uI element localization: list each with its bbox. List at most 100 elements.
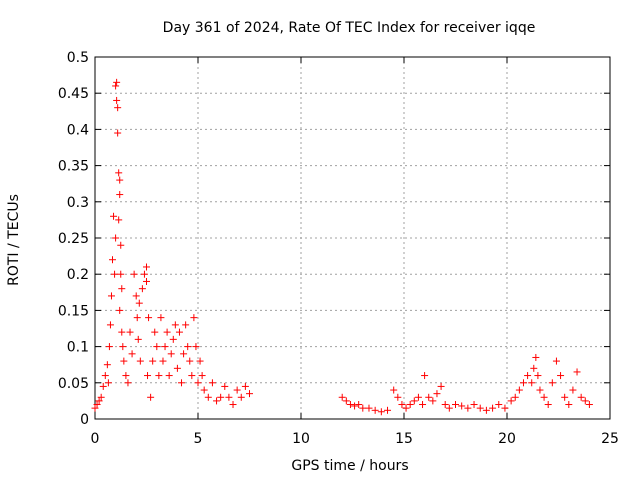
data-point — [441, 401, 449, 409]
data-point — [126, 328, 134, 336]
data-point — [581, 397, 589, 405]
data-point — [180, 350, 188, 358]
x-tick-label: 20 — [498, 431, 516, 447]
data-point — [163, 328, 171, 336]
y-axis: 0 0.05 0.1 0.15 0.2 0.25 0.3 0.35 0.4 0.45 0.5 — [58, 50, 610, 428]
data-point — [135, 299, 143, 307]
data-point — [229, 401, 237, 409]
data-point — [433, 390, 441, 398]
data-point — [118, 285, 126, 293]
y-tick-label: 0.15 — [58, 303, 89, 319]
data-point — [489, 404, 497, 412]
data-point — [217, 393, 225, 401]
data-point — [169, 335, 177, 343]
grid — [95, 57, 610, 419]
data-point — [128, 350, 136, 358]
data-point — [104, 379, 112, 387]
data-point — [476, 404, 484, 412]
data-point — [355, 401, 363, 409]
data-point — [528, 379, 536, 387]
data-point — [99, 382, 107, 390]
data-point — [188, 372, 196, 380]
data-point — [384, 406, 392, 414]
data-point — [246, 390, 253, 398]
data-point — [221, 382, 229, 390]
data-point — [118, 328, 126, 336]
data-point — [113, 78, 121, 86]
data-point — [351, 402, 359, 410]
y-tick-label: 0.25 — [58, 231, 89, 247]
data-point — [507, 397, 515, 405]
data-point — [346, 401, 354, 409]
data-point — [419, 401, 427, 409]
data-point — [184, 343, 192, 351]
x-tick-label: 0 — [91, 431, 100, 447]
y-tick-label: 0.2 — [67, 267, 89, 283]
data-point — [122, 372, 130, 380]
data-point — [536, 386, 544, 394]
data-point — [377, 408, 385, 416]
data-point — [190, 314, 198, 322]
data-point — [124, 379, 132, 387]
data-point — [114, 104, 122, 112]
data-point — [112, 234, 120, 242]
data-point — [93, 401, 101, 409]
data-point — [365, 404, 373, 412]
data-point — [429, 397, 437, 405]
data-point — [540, 393, 548, 401]
data-point — [561, 393, 569, 401]
data-point — [157, 314, 165, 322]
data-point — [155, 372, 163, 380]
data-point — [565, 401, 573, 409]
data-point — [159, 357, 167, 365]
data-point — [171, 321, 179, 329]
data-point — [106, 321, 114, 329]
y-axis-label: ROTI / TECUs — [6, 194, 22, 286]
data-point — [117, 270, 125, 278]
data-point — [470, 401, 478, 409]
data-point — [196, 357, 204, 365]
data-point — [501, 404, 509, 412]
data-point — [114, 129, 122, 137]
data-point — [225, 393, 233, 401]
data-point — [153, 343, 161, 351]
y-tick-label: 0.5 — [67, 50, 89, 66]
data-point — [452, 401, 459, 409]
data-point — [109, 256, 117, 264]
data-point — [200, 386, 208, 394]
data-series-roti — [91, 78, 593, 416]
data-point — [482, 406, 490, 414]
data-point — [544, 401, 552, 409]
data-point — [585, 401, 593, 409]
data-point — [115, 169, 123, 177]
data-point — [557, 372, 565, 380]
data-point — [532, 353, 540, 361]
data-point — [534, 372, 542, 380]
data-point — [110, 212, 118, 220]
data-point — [103, 361, 111, 369]
data-point — [165, 372, 173, 380]
y-tick-label: 0.1 — [67, 340, 89, 356]
data-point — [112, 82, 120, 90]
data-point — [149, 357, 157, 365]
data-point — [519, 379, 527, 387]
data-point — [116, 306, 124, 314]
data-point — [120, 357, 128, 365]
x-axis-label: GPS time / hours — [291, 458, 408, 474]
data-point — [101, 372, 109, 380]
data-point — [410, 397, 418, 405]
data-point — [552, 357, 560, 365]
data-point — [116, 176, 124, 184]
chart-title: Day 361 of 2024, Rate Of TEC Index for r… — [163, 20, 536, 36]
y-tick-label: 0.4 — [67, 122, 89, 138]
data-point — [147, 393, 155, 401]
data-point — [394, 393, 402, 401]
data-point — [138, 285, 146, 293]
x-tick-label: 25 — [601, 431, 619, 447]
data-point — [241, 382, 249, 390]
data-point — [140, 270, 148, 278]
data-point — [233, 386, 241, 394]
data-point — [151, 328, 159, 336]
y-tick-label: 0.45 — [58, 86, 89, 102]
